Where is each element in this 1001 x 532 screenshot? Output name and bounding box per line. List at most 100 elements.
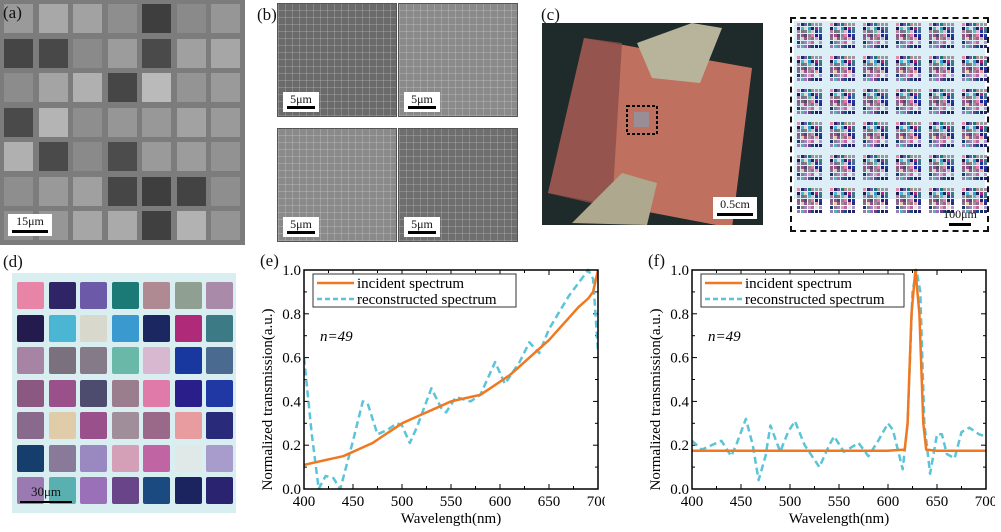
color-filter-square xyxy=(174,379,202,407)
reconstructed-spectrum-line xyxy=(304,268,598,489)
color-filter-square xyxy=(174,477,202,504)
sem-structure-image: 5μm xyxy=(277,128,397,242)
legend-box xyxy=(700,273,905,308)
color-filter-square xyxy=(174,282,202,309)
filter-array-block xyxy=(863,23,888,48)
panel-a-scale-text: 15μm xyxy=(16,214,44,228)
color-filter-square xyxy=(206,379,233,407)
filter-array-block xyxy=(962,23,987,48)
panel-c-photo: 0.5cm xyxy=(542,23,763,225)
filter-array-block xyxy=(830,155,855,180)
filter-array-block xyxy=(962,122,987,147)
filter-array-block xyxy=(830,122,855,147)
y-tick-label: 1.0 xyxy=(670,263,689,279)
filter-array-block xyxy=(863,188,888,213)
sem-square xyxy=(73,107,102,137)
color-filter-square xyxy=(80,412,107,439)
sem-square xyxy=(176,73,206,102)
filter-array-block xyxy=(929,188,954,213)
incident-spectrum-line xyxy=(692,268,986,452)
color-filter-square xyxy=(17,347,44,374)
filter-array-block xyxy=(962,89,987,114)
scale-bar: 5μm xyxy=(404,217,440,237)
sem-square xyxy=(4,176,33,206)
panel-d-scale-bar: 30μm xyxy=(20,484,72,503)
color-filter-square xyxy=(143,444,170,472)
sem-square xyxy=(142,176,171,206)
filter-array-block xyxy=(929,23,954,48)
y-axis-label: Normalized transmission(a.u.) xyxy=(260,308,276,490)
color-filter-square xyxy=(48,412,76,439)
panel-a-label: (a) xyxy=(3,3,22,22)
panel-c-photo-scale-bar: 0.5cm xyxy=(713,197,757,219)
panel-d-color-image xyxy=(12,273,236,513)
sem-square xyxy=(176,4,206,33)
sample-count-annotation: n=49 xyxy=(708,329,741,345)
chart-e: 400 450 500 550 600 650 700 0.0 0.2 0.4 0.6 0.8 1.0 i… xyxy=(260,263,605,527)
color-filter-square xyxy=(17,477,44,504)
color-filter-square xyxy=(206,412,233,439)
color-filter-square xyxy=(80,444,107,472)
color-filter-square xyxy=(80,477,107,504)
color-filter-square xyxy=(111,379,139,407)
sem-square xyxy=(107,4,137,33)
y-tick-label: 0.4 xyxy=(282,394,301,410)
filter-array-block xyxy=(863,122,888,147)
sem-square xyxy=(4,107,33,137)
y-tick-label: 0.6 xyxy=(670,351,689,367)
filter-array-block xyxy=(863,89,888,114)
color-filter-square xyxy=(48,477,76,504)
panel-d-scale-text: 30μm xyxy=(30,484,62,499)
x-tick-label: 700 xyxy=(975,494,995,510)
color-filter-square xyxy=(48,379,76,407)
sem-square xyxy=(73,142,102,171)
sem-square xyxy=(38,38,68,68)
panel-b-label: (b) xyxy=(257,5,277,24)
x-tick-label: 400 xyxy=(681,494,704,510)
color-filter-square xyxy=(48,282,76,309)
filter-array-block xyxy=(929,155,954,180)
incident-spectrum-line xyxy=(304,269,598,467)
x-tick-label: 450 xyxy=(342,494,365,510)
sem-square xyxy=(107,142,137,171)
color-filter-square xyxy=(174,444,202,472)
color-filter-square xyxy=(174,314,202,342)
x-tick-label: 650 xyxy=(538,494,561,510)
color-filter-square xyxy=(17,412,44,439)
sem-square xyxy=(176,142,206,171)
scale-bar: 5μm xyxy=(404,92,440,112)
sem-square xyxy=(73,211,102,240)
color-filter-square xyxy=(80,379,107,407)
sem-square xyxy=(38,73,68,102)
sem-square xyxy=(4,73,33,102)
color-filter-square xyxy=(206,444,233,472)
sem-square xyxy=(4,38,33,68)
filter-array-block xyxy=(863,56,888,81)
x-tick-label: 550 xyxy=(828,494,851,510)
sem-square xyxy=(211,107,240,137)
sem-square xyxy=(176,211,206,240)
color-filter-square xyxy=(174,347,202,374)
filter-array-block xyxy=(830,89,855,114)
x-tick-label: 600 xyxy=(877,494,900,510)
x-tick-label: 600 xyxy=(489,494,512,510)
sem-square xyxy=(38,142,68,171)
filter-array-block xyxy=(929,122,954,147)
color-filter-square xyxy=(111,347,139,374)
color-filter-square xyxy=(143,477,170,504)
color-filter-square xyxy=(111,444,139,472)
color-filter-square xyxy=(143,412,170,439)
filter-array-block xyxy=(830,23,855,48)
panel-a-scale-bar: 15μm xyxy=(8,214,52,236)
sem-square xyxy=(73,38,102,68)
color-filter-square xyxy=(143,314,170,342)
sem-square xyxy=(211,211,240,240)
color-filter-square xyxy=(111,477,139,504)
y-axis-label: Normalized transmission(a.u.) xyxy=(648,308,664,490)
sem-square xyxy=(176,38,206,68)
legend-label: reconstructed spectrum xyxy=(745,292,885,308)
sem-square xyxy=(4,142,33,171)
panel-c-microscope-image: 100μm xyxy=(790,17,989,232)
plot-frame xyxy=(691,269,987,490)
panel-c-micro-scale-text: 100μm xyxy=(943,207,977,221)
